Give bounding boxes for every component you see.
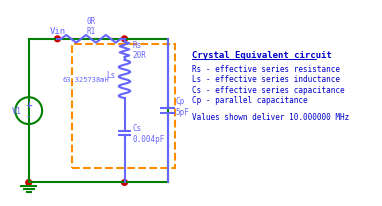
Text: Values shown deliver 10.000000 MHz: Values shown deliver 10.000000 MHz (191, 112, 349, 121)
Text: +: + (25, 101, 32, 110)
Text: V1: V1 (12, 107, 22, 116)
Circle shape (55, 37, 60, 42)
Text: Rs - effective series resistance: Rs - effective series resistance (191, 64, 340, 73)
Text: Cp - parallel capacitance: Cp - parallel capacitance (191, 96, 307, 105)
Circle shape (26, 180, 32, 185)
Text: Cs
0.004pF: Cs 0.004pF (132, 124, 165, 143)
Text: Rs
20R: Rs 20R (132, 40, 146, 60)
Text: 0R
R1: 0R R1 (86, 16, 96, 36)
Text: Ls: Ls (107, 70, 116, 79)
Text: Crystal Equivalent circuit: Crystal Equivalent circuit (191, 51, 331, 60)
Circle shape (121, 180, 127, 185)
Text: Cp
5pF: Cp 5pF (175, 97, 189, 116)
Circle shape (121, 37, 127, 42)
Text: -: - (27, 112, 31, 121)
Text: 63.325738mH: 63.325738mH (63, 77, 110, 83)
Text: Vin: Vin (49, 27, 66, 36)
Text: Ls - effective series inductance: Ls - effective series inductance (191, 75, 340, 84)
Text: Cs - effective series capacitance: Cs - effective series capacitance (191, 85, 344, 94)
